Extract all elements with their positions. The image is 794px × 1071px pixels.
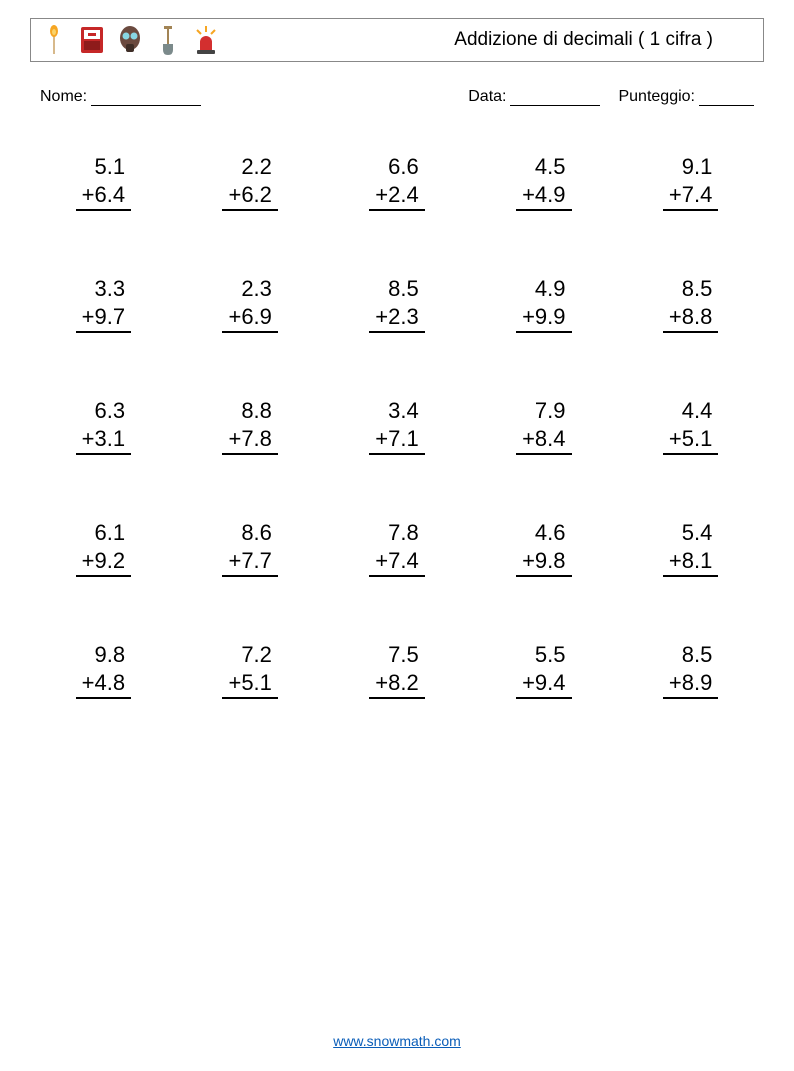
worksheet-title: Addizione di decimali ( 1 cifra )	[454, 29, 753, 51]
operand-top: 7.2	[222, 641, 277, 669]
operand-bottom: +8.1	[663, 547, 718, 577]
operand-bottom: +9.9	[516, 303, 571, 333]
operand-top: 6.3	[76, 397, 131, 425]
siren-icon	[193, 24, 219, 56]
operand-bottom: +3.1	[76, 425, 131, 455]
problem: 7.8+7.4	[324, 492, 471, 604]
problem: 6.3+3.1	[30, 370, 177, 482]
operand-bottom: +9.8	[516, 547, 571, 577]
operand-top: 4.4	[663, 397, 718, 425]
problem: 3.4+7.1	[324, 370, 471, 482]
operand-bottom: +4.8	[76, 669, 131, 699]
operand-top: 5.1	[76, 153, 131, 181]
problem: 8.5+2.3	[324, 248, 471, 360]
footer-link[interactable]: www.snowmath.com	[333, 1033, 461, 1049]
alarm-pull-icon	[79, 24, 105, 56]
problem: 7.2+5.1	[177, 614, 324, 726]
meta-row: Nome: Data: Punteggio:	[40, 88, 754, 106]
problem: 8.6+7.7	[177, 492, 324, 604]
problem: 4.5+4.9	[470, 126, 617, 238]
footer: www.snowmath.com	[0, 1033, 794, 1049]
problem: 7.9+8.4	[470, 370, 617, 482]
operand-bottom: +6.2	[222, 181, 277, 211]
operand-bottom: +2.3	[369, 303, 424, 333]
operand-top: 7.8	[369, 519, 424, 547]
problem: 2.2+6.2	[177, 126, 324, 238]
operand-top: 2.2	[222, 153, 277, 181]
operand-bottom: +2.4	[369, 181, 424, 211]
shovel-icon	[155, 24, 181, 56]
operand-bottom: +6.9	[222, 303, 277, 333]
problem: 4.9+9.9	[470, 248, 617, 360]
operand-bottom: +7.8	[222, 425, 277, 455]
operand-top: 6.6	[369, 153, 424, 181]
problem: 6.1+9.2	[30, 492, 177, 604]
name-label: Nome:	[40, 88, 87, 106]
problems-grid: 5.1+6.42.2+6.26.6+2.44.5+4.99.1+7.43.3+9…	[30, 126, 764, 726]
operand-bottom: +9.7	[76, 303, 131, 333]
operand-top: 3.4	[369, 397, 424, 425]
score-blank[interactable]	[699, 89, 754, 106]
operand-top: 2.3	[222, 275, 277, 303]
operand-bottom: +4.9	[516, 181, 571, 211]
operand-top: 4.9	[516, 275, 571, 303]
problem: 3.3+9.7	[30, 248, 177, 360]
worksheet-header: Addizione di decimali ( 1 cifra )	[30, 18, 764, 62]
operand-bottom: +5.1	[663, 425, 718, 455]
problem: 5.5+9.4	[470, 614, 617, 726]
operand-top: 7.5	[369, 641, 424, 669]
operand-top: 8.5	[663, 641, 718, 669]
problem: 8.8+7.8	[177, 370, 324, 482]
date-blank[interactable]	[510, 89, 600, 106]
operand-top: 8.6	[222, 519, 277, 547]
operand-bottom: +7.1	[369, 425, 424, 455]
operand-bottom: +8.2	[369, 669, 424, 699]
score-label: Punteggio:	[618, 88, 695, 106]
operand-bottom: +8.9	[663, 669, 718, 699]
operand-top: 3.3	[76, 275, 131, 303]
problem: 5.1+6.4	[30, 126, 177, 238]
operand-top: 9.8	[76, 641, 131, 669]
date-label: Data:	[468, 88, 506, 106]
operand-bottom: +8.4	[516, 425, 571, 455]
gas-mask-icon	[117, 24, 143, 56]
operand-top: 8.5	[369, 275, 424, 303]
problem: 9.8+4.8	[30, 614, 177, 726]
name-blank[interactable]	[91, 89, 201, 106]
operand-bottom: +5.1	[222, 669, 277, 699]
operand-bottom: +7.7	[222, 547, 277, 577]
operand-bottom: +8.8	[663, 303, 718, 333]
problem: 8.5+8.8	[617, 248, 764, 360]
operand-bottom: +6.4	[76, 181, 131, 211]
operand-top: 4.6	[516, 519, 571, 547]
problem: 9.1+7.4	[617, 126, 764, 238]
problem: 4.6+9.8	[470, 492, 617, 604]
match-icon	[41, 24, 67, 56]
problem: 2.3+6.9	[177, 248, 324, 360]
operand-top: 8.8	[222, 397, 277, 425]
operand-bottom: +9.2	[76, 547, 131, 577]
operand-top: 7.9	[516, 397, 571, 425]
operand-bottom: +7.4	[369, 547, 424, 577]
operand-top: 9.1	[663, 153, 718, 181]
operand-top: 8.5	[663, 275, 718, 303]
operand-top: 5.4	[663, 519, 718, 547]
problem: 7.5+8.2	[324, 614, 471, 726]
problem: 4.4+5.1	[617, 370, 764, 482]
operand-top: 6.1	[76, 519, 131, 547]
operand-top: 4.5	[516, 153, 571, 181]
problem: 6.6+2.4	[324, 126, 471, 238]
operand-top: 5.5	[516, 641, 571, 669]
problem: 8.5+8.9	[617, 614, 764, 726]
operand-bottom: +7.4	[663, 181, 718, 211]
operand-bottom: +9.4	[516, 669, 571, 699]
header-icons	[41, 24, 219, 56]
problem: 5.4+8.1	[617, 492, 764, 604]
